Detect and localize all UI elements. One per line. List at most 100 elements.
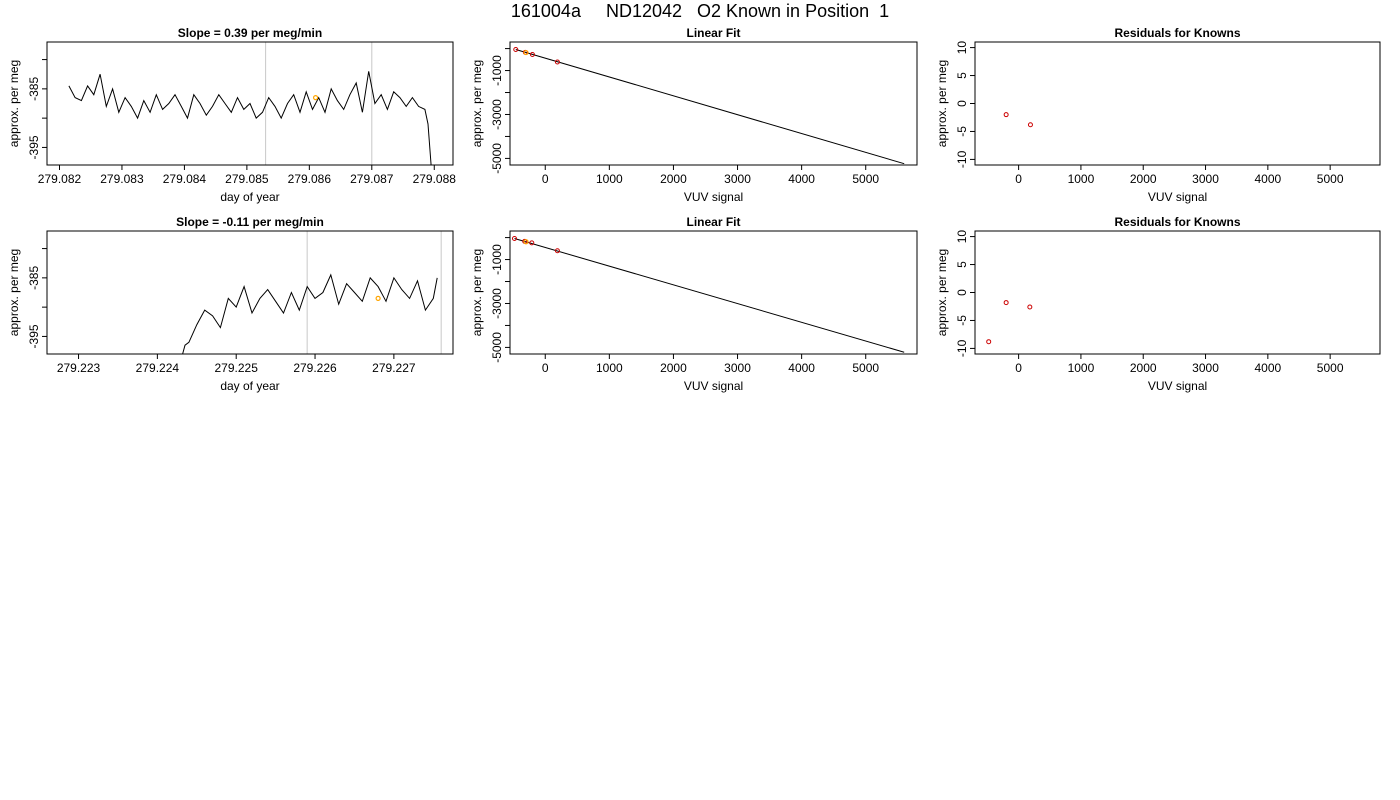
y-tick-label: -1000 <box>490 244 504 275</box>
y-tick-label: -1000 <box>490 55 504 86</box>
plot-frame <box>974 230 1381 355</box>
plot-frame <box>974 41 1381 166</box>
y-tick-label: -10 <box>955 339 969 357</box>
panel-row1-residuals: 0 1000 2000 3000 4000 5000 -10 -5 0 5 10 Residuals … <box>935 26 1381 204</box>
x-tick-label: 279.085 <box>225 172 269 186</box>
x-tick-label: 2000 <box>1130 172 1157 186</box>
accent-point <box>523 49 529 56</box>
plot-frame <box>509 230 918 355</box>
x-axis-label: VUV signal <box>684 190 743 204</box>
data-point <box>1003 300 1009 306</box>
y-tick-label: 10 <box>955 41 969 55</box>
y-tick-label: -3000 <box>490 288 504 319</box>
y-tick-label: -5 <box>955 126 969 137</box>
data-point <box>529 240 535 246</box>
plot-area <box>182 231 442 354</box>
x-axis-label: VUV signal <box>1148 379 1207 393</box>
data-point <box>1027 304 1033 310</box>
x-tick-label: 5000 <box>1317 172 1344 186</box>
y-tick-label: -395 <box>27 324 41 348</box>
plot-area <box>513 46 905 165</box>
accent-point <box>375 295 381 301</box>
y-tick-label: 5 <box>955 261 969 268</box>
x-tick-label: 4000 <box>788 172 815 186</box>
x-tick-label: 0 <box>1015 172 1022 186</box>
y-tick-label: -5000 <box>490 143 504 174</box>
panel-title: Linear Fit <box>686 215 740 229</box>
panel-title: Residuals for Knowns <box>1114 26 1240 40</box>
data-point <box>986 339 992 345</box>
data-point <box>529 52 535 58</box>
x-tick-label: 0 <box>1015 361 1022 375</box>
x-axis-label: day of year <box>220 190 279 204</box>
x-axis-label: day of year <box>220 379 279 393</box>
y-tick-label: -5 <box>955 315 969 326</box>
x-tick-label: 3000 <box>1192 361 1219 375</box>
y-axis-label: approx. per meg <box>7 249 21 336</box>
x-tick-label: 1000 <box>596 172 623 186</box>
x-axis-label: VUV signal <box>684 379 743 393</box>
plot-area <box>1003 112 1033 128</box>
y-tick-label: -5000 <box>490 332 504 363</box>
x-tick-label: 279.226 <box>293 361 337 375</box>
panel-title: Residuals for Knowns <box>1114 215 1240 229</box>
x-tick-label: 279.086 <box>288 172 332 186</box>
plot-area <box>986 300 1033 345</box>
panel-row2-residuals: 0 1000 2000 3000 4000 5000 -10 -5 0 5 10 Residuals … <box>935 215 1381 393</box>
y-tick-label: 5 <box>955 72 969 79</box>
panel-row1-linearfit: 0 1000 2000 3000 4000 5000 -5000 -3000 -1000 Line… <box>470 26 918 204</box>
x-tick-label: 279.083 <box>100 172 144 186</box>
x-tick-label: 4000 <box>1254 361 1281 375</box>
panel-title: Linear Fit <box>686 26 740 40</box>
x-tick-label: 5000 <box>852 172 879 186</box>
x-tick-label: 1000 <box>596 361 623 375</box>
y-tick-label: -395 <box>27 135 41 159</box>
panel-title: Slope = -0.11 per meg/min <box>176 215 324 229</box>
y-axis-label: approx. per meg <box>7 60 21 147</box>
panel-row2-timeseries: 279.223 279.224 279.225 279.226 279.227 -395 -… <box>7 215 454 393</box>
fit-line <box>514 237 905 353</box>
x-axis-label: VUV signal <box>1148 190 1207 204</box>
x-tick-label: 5000 <box>1317 361 1344 375</box>
fit-line <box>515 48 905 165</box>
accent-point <box>312 95 319 101</box>
y-axis-label: approx. per meg <box>935 249 949 336</box>
y-tick-label: -3000 <box>490 99 504 130</box>
panel-row1-timeseries: 279.082 279.083 279.084 279.085 279.086 279.0… <box>7 26 456 204</box>
x-tick-label: 279.082 <box>38 172 82 186</box>
x-tick-label: 3000 <box>724 361 751 375</box>
y-tick-label: 0 <box>955 289 969 296</box>
y-axis-label: approx. per meg <box>470 60 484 147</box>
x-tick-label: 1000 <box>1068 361 1095 375</box>
y-tick-label: -10 <box>955 150 969 168</box>
x-tick-label: 279.087 <box>350 172 394 186</box>
series-line <box>68 71 432 165</box>
y-tick-label: -385 <box>27 77 41 101</box>
x-tick-label: 2000 <box>660 172 687 186</box>
x-tick-label: 0 <box>542 172 549 186</box>
data-point <box>1027 122 1033 128</box>
plot-area <box>511 235 905 353</box>
plot-frame <box>46 41 454 166</box>
y-tick-label: 0 <box>955 100 969 107</box>
data-point <box>1003 112 1009 118</box>
x-tick-label: 279.224 <box>136 361 180 375</box>
x-tick-label: 3000 <box>724 172 751 186</box>
y-axis-label: approx. per meg <box>935 60 949 147</box>
x-tick-label: 279.088 <box>413 172 457 186</box>
x-tick-label: 2000 <box>660 361 687 375</box>
x-tick-label: 4000 <box>1254 172 1281 186</box>
data-point <box>511 235 517 241</box>
page-title: 161004a ND12042 O2 Known in Position 1 <box>510 1 890 21</box>
y-tick-label: -385 <box>27 266 41 290</box>
x-tick-label: 279.227 <box>372 361 416 375</box>
y-tick-label: 10 <box>955 230 969 244</box>
x-tick-label: 3000 <box>1192 172 1219 186</box>
plot-frame <box>46 230 454 355</box>
x-tick-label: 279.223 <box>57 361 101 375</box>
x-tick-label: 4000 <box>788 361 815 375</box>
x-tick-label: 2000 <box>1130 361 1157 375</box>
plot-frame <box>509 41 918 166</box>
x-tick-label: 279.225 <box>215 361 259 375</box>
